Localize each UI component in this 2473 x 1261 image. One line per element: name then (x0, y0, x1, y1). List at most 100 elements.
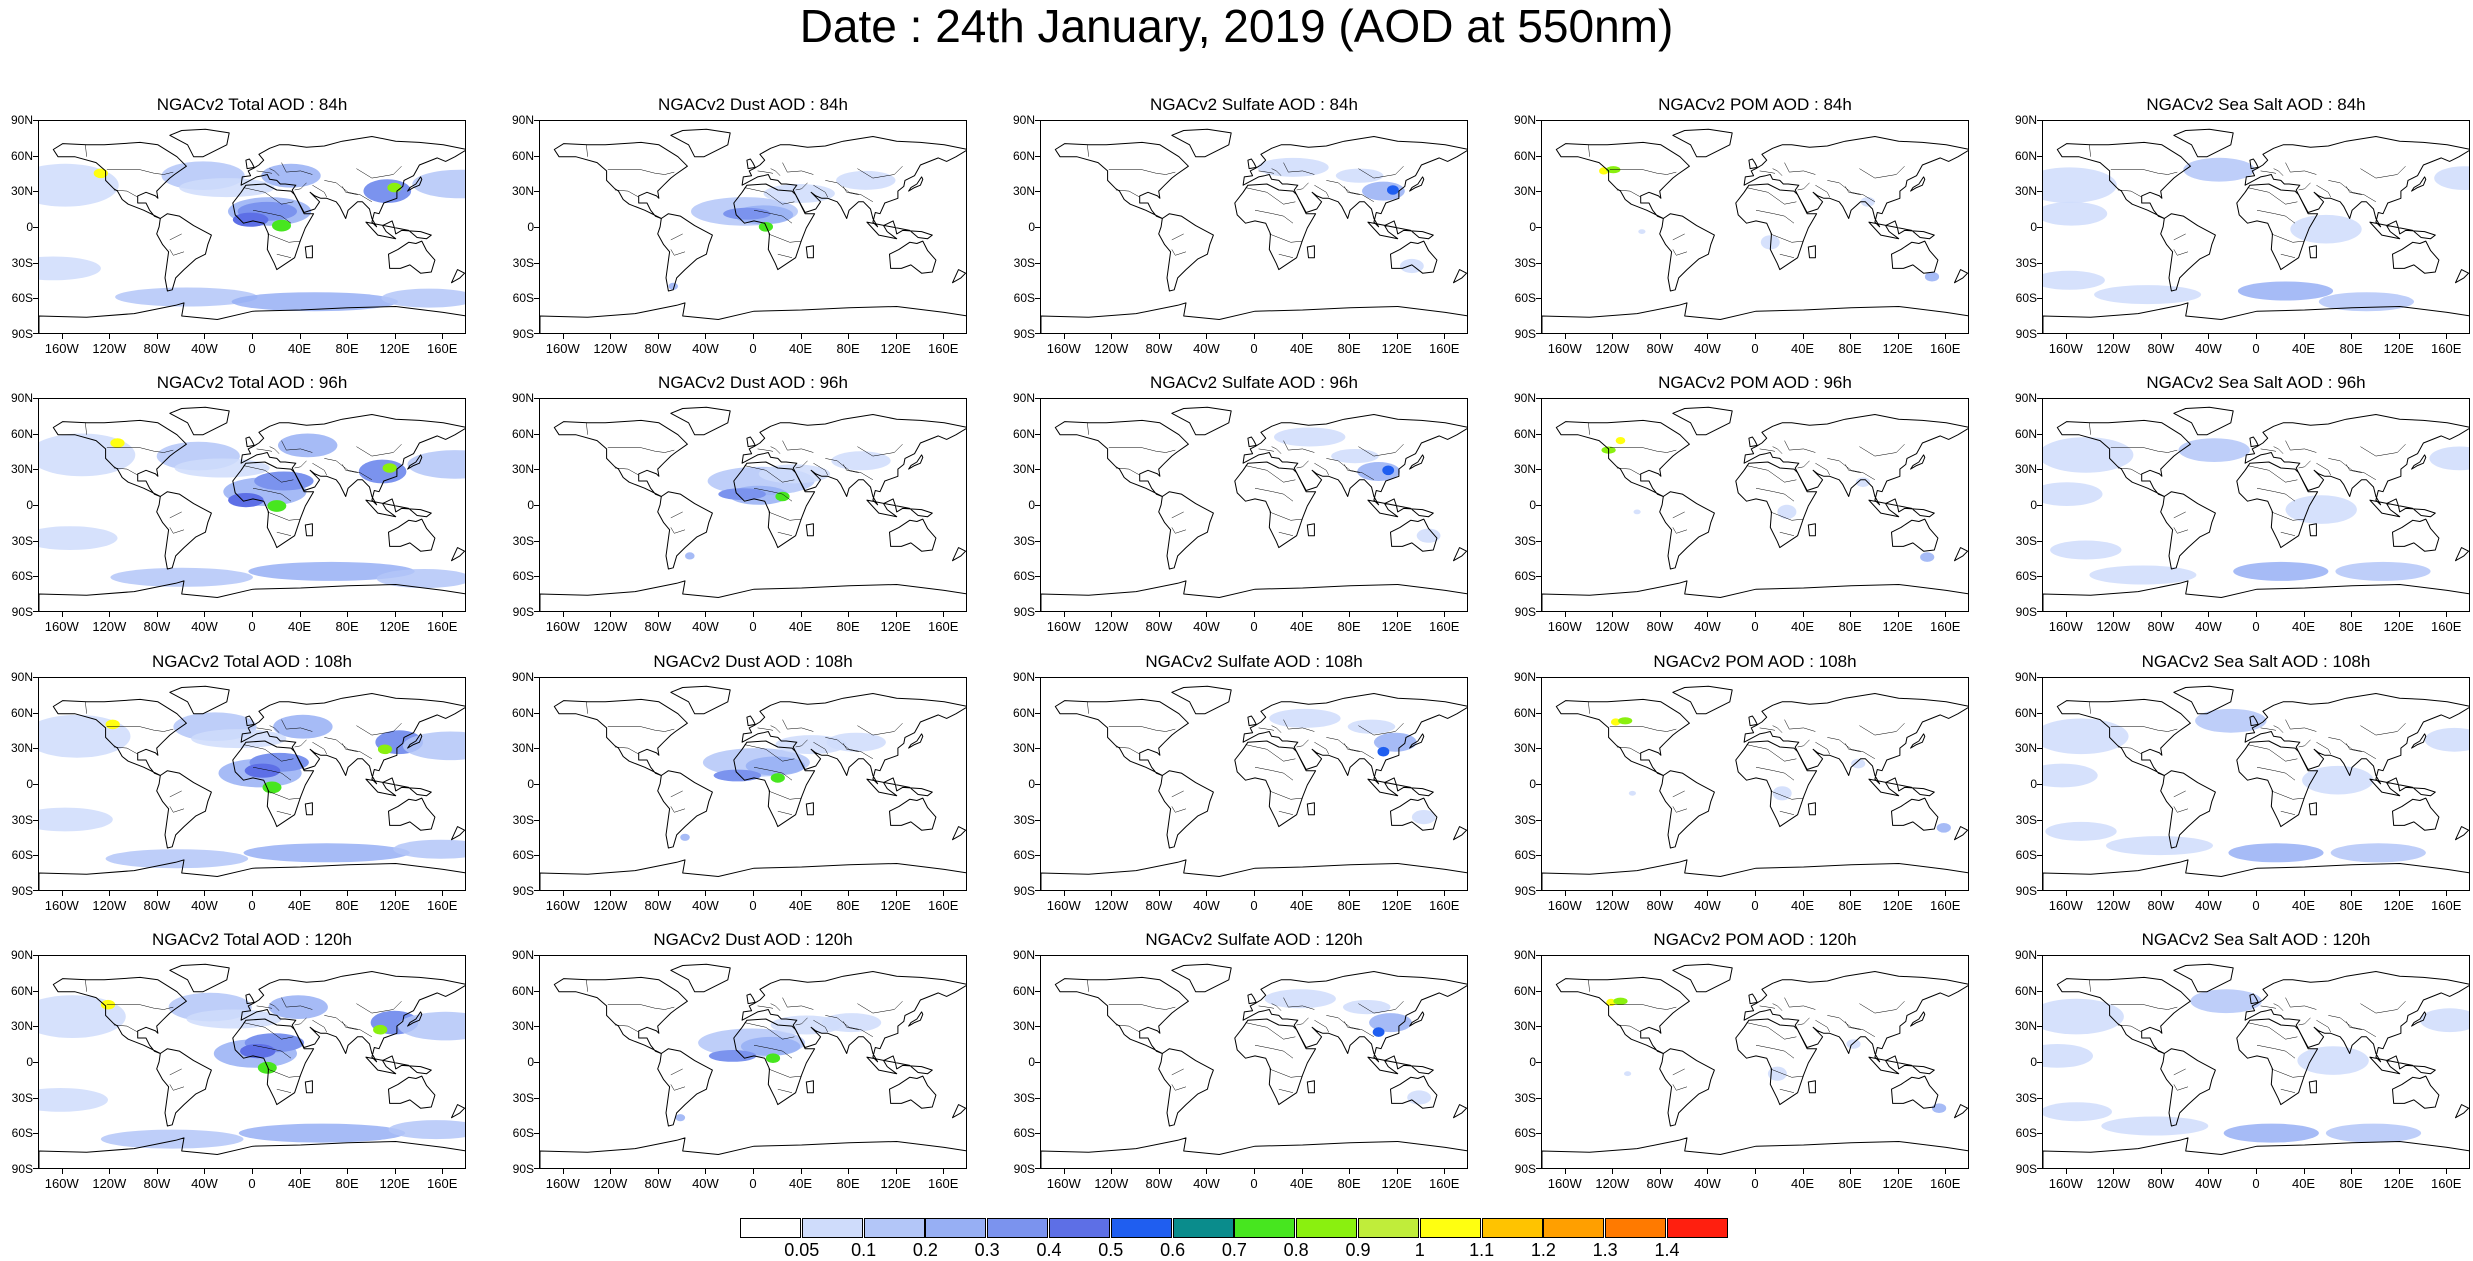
lon-label: 80W (143, 619, 171, 634)
lon-label: 160W (1547, 898, 1582, 913)
aod-plume (1343, 1000, 1391, 1015)
country-border (113, 746, 138, 755)
panel-title: NGACv2 POM AOD : 96h (1658, 373, 1852, 392)
country-border (857, 723, 903, 736)
lat-tick (2037, 398, 2042, 399)
lat-label: 30S (1514, 812, 1536, 827)
lat-label: 60S (1013, 1126, 1035, 1141)
panel-title: NGACv2 POM AOD : 120h (1653, 930, 1857, 949)
aod-plume (1624, 1071, 1632, 1077)
coastline-australia (1891, 518, 1939, 552)
lon-tick (1707, 612, 1709, 617)
world-map (38, 955, 466, 1169)
aod-plume (836, 170, 896, 190)
lat-label: 0 (527, 498, 534, 512)
country-border (1609, 447, 1677, 453)
coastline-britain (1247, 436, 1257, 448)
country-border (1171, 1084, 1187, 1091)
lon-tick (1564, 612, 1566, 617)
country-border (2280, 810, 2296, 815)
map-panel: NGACv2 POM AOD : 120h 90N 60N 30N 0 30S 60S 90S… (1514, 930, 1969, 1191)
aod-plume (1407, 1090, 1431, 1105)
aod-plume (1372, 1027, 1385, 1037)
coastline-greenland (169, 128, 230, 158)
lon-tick (1564, 891, 1566, 896)
lat-tick (2037, 227, 2042, 228)
lat-label: 0 (26, 777, 33, 791)
country-border (252, 209, 292, 224)
coastline-australia (1891, 797, 1939, 831)
aod-plume (685, 552, 695, 560)
lon-tick (2065, 334, 2067, 339)
coastline-eurasia (741, 136, 966, 228)
lon-label: 40E (2291, 619, 2316, 634)
country-border (1271, 725, 1282, 733)
lon-label: 40W (1694, 341, 1721, 356)
coastline-britain (245, 436, 255, 448)
lat-label: 90S (11, 605, 33, 619)
coastline-japan (1910, 733, 1926, 749)
country-border (276, 810, 292, 815)
lon-tick (610, 891, 612, 896)
lat-tick (1035, 855, 1040, 857)
country-border (607, 726, 675, 732)
lat-tick (534, 433, 539, 435)
lon-label: 120W (1094, 619, 1129, 634)
coastline-greenland (670, 685, 731, 715)
lat-label: 90N (10, 113, 33, 127)
country-border (1672, 511, 1685, 519)
coastline-africa (1735, 740, 1818, 828)
coastline-antarctica (540, 859, 966, 890)
lon-tick (2065, 891, 2067, 896)
country-border (1283, 997, 1315, 1010)
lon-label: 80W (2147, 898, 2175, 913)
lat-label: 90S (2015, 884, 2037, 898)
lon-tick (1659, 1169, 1661, 1174)
country-border (1087, 144, 1089, 157)
country-border (2345, 464, 2362, 473)
country-border (256, 448, 273, 452)
lon-label: 120E (379, 898, 410, 913)
coastline-antarctica (540, 302, 966, 333)
country-border (2360, 444, 2406, 457)
lon-label: 40W (1193, 619, 1220, 634)
lon-tick (705, 612, 707, 617)
world-map (539, 955, 967, 1169)
lon-label: 160E (1930, 898, 1961, 913)
country-border (1258, 727, 1275, 731)
coastline-indonesia (866, 1055, 933, 1075)
lon-label: 80E (1337, 341, 1361, 356)
lon-tick (1301, 1169, 1303, 1174)
lat-tick (1035, 298, 1040, 300)
aod-plume (238, 1123, 406, 1143)
coastline-indonesia (365, 1055, 432, 1075)
aod-plume (1377, 746, 1390, 757)
country-border (1772, 446, 1783, 454)
lat-label: 30N (511, 184, 534, 199)
lon-tick (1158, 891, 1160, 896)
lat-label: 30S (2015, 812, 2037, 827)
lon-label: 40E (788, 898, 813, 913)
lon-label: 160W (1547, 1176, 1582, 1191)
country-border (586, 701, 588, 714)
country-border (1087, 422, 1089, 435)
lon-tick (2256, 891, 2257, 896)
country-border (782, 162, 814, 175)
map-panel: NGACv2 Total AOD : 108h 90N 60N 30N 0 30S 60S 9… (11, 652, 466, 913)
lon-tick (705, 891, 707, 896)
lon-label: 160E (1930, 619, 1961, 634)
lon-tick (1396, 891, 1398, 896)
lat-tick (534, 748, 539, 750)
country-border (252, 1044, 292, 1059)
country-border (2110, 169, 2178, 175)
country-border (670, 233, 683, 241)
aod-plume (708, 1050, 757, 1062)
country-border (1797, 1017, 1810, 1026)
country-border (1171, 790, 1184, 798)
country-border (1258, 1005, 1275, 1009)
coastline-antarctica (39, 580, 465, 611)
country-border (1314, 462, 1329, 476)
aod-plume (1851, 758, 1866, 769)
panel-title: NGACv2 Total AOD : 108h (151, 652, 352, 671)
country-border (2271, 233, 2305, 243)
